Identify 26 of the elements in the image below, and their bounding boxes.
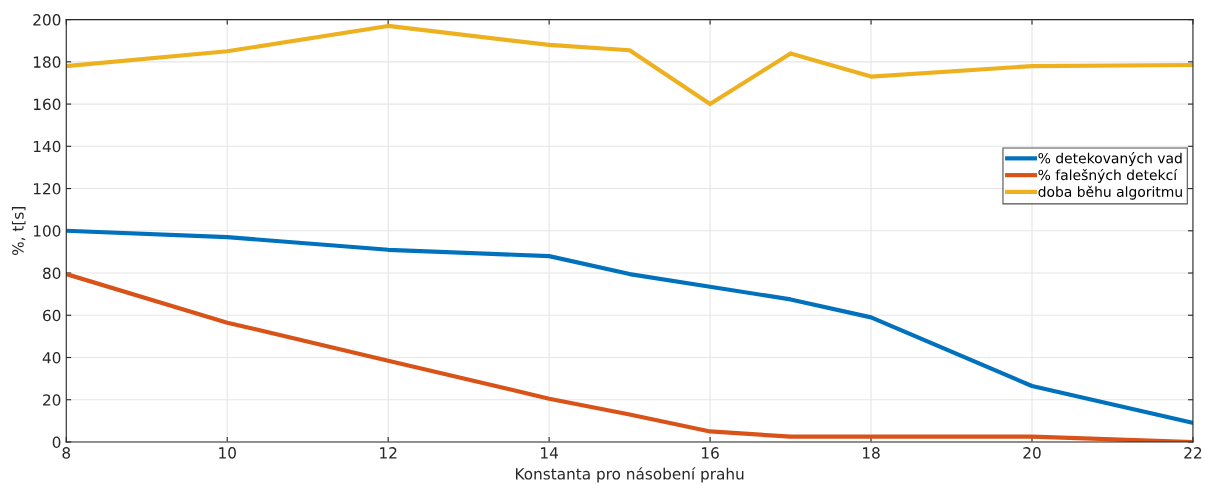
x-tick-label: 14	[541, 447, 558, 459]
legend-label: % falešných detekcí	[1038, 168, 1178, 183]
x-tick-label: 16	[702, 447, 719, 459]
x-tick-label: 18	[863, 447, 880, 459]
x-axis-title: Konstanta pro násobení prahu	[515, 467, 744, 483]
y-tick-label: 180	[33, 56, 61, 68]
legend-label: doba běhu algoritmu	[1038, 185, 1182, 200]
x-tick-label: 20	[1023, 447, 1041, 459]
y-tick-label: 40	[42, 351, 61, 364]
y-tick-label: 20	[43, 394, 61, 406]
x-tick-label: 10	[219, 447, 236, 459]
y-tick-label: 60	[43, 309, 61, 322]
y-axis-title: %, t[s]	[11, 207, 26, 255]
x-tick-label: 8	[62, 447, 71, 459]
line-series	[66, 23, 1193, 107]
line-series	[66, 228, 1193, 426]
y-tick-label: 0	[52, 436, 61, 448]
y-tick-label: 120	[33, 183, 61, 195]
y-tick-label: 160	[33, 98, 61, 111]
x-tick-label: 22	[1184, 447, 1202, 459]
y-tick-label: 200	[33, 14, 61, 26]
y-tick-label: 100	[33, 225, 61, 237]
y-tick-label: 80	[43, 267, 61, 280]
y-tick-label: 140	[33, 140, 61, 153]
legend-label: % detekovaných vad	[1038, 152, 1182, 167]
x-tick-label: 12	[380, 447, 397, 459]
